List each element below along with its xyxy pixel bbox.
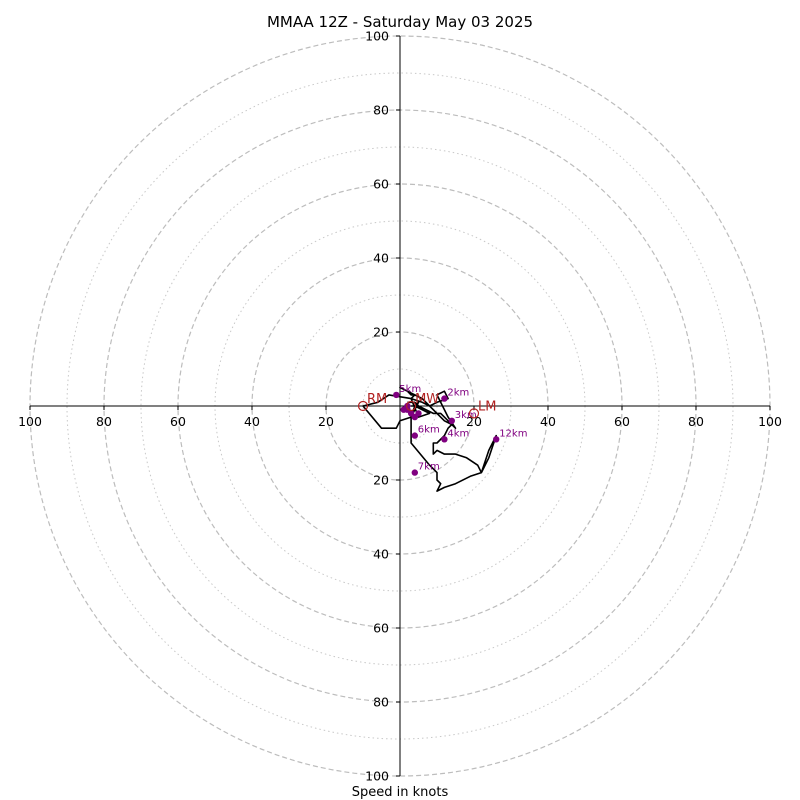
- storm-motion-marker: [468, 408, 480, 419]
- height-marker-label: 2km: [447, 388, 469, 399]
- y-tick-label: 60: [373, 177, 389, 192]
- y-tick-label: 60: [373, 621, 389, 636]
- y-tick-label: 40: [373, 547, 389, 562]
- height-marker: [448, 417, 455, 424]
- height-marker-label: 3km: [455, 410, 477, 421]
- y-tick-label: 100: [365, 29, 389, 44]
- storm-motion-label: LM: [478, 399, 496, 414]
- height-marker: [441, 395, 448, 402]
- x-tick-label: 60: [170, 414, 186, 429]
- height-marker: [411, 469, 418, 476]
- height-marker: [393, 391, 400, 399]
- y-tick-label: 20: [373, 325, 389, 340]
- axes: [30, 36, 770, 776]
- y-tick-label: 20: [373, 473, 389, 488]
- height-marker-label: 5km: [399, 384, 421, 395]
- x-tick-label: 40: [540, 414, 556, 429]
- height-marker-label: 7km: [418, 462, 440, 473]
- x-tick-label: 20: [318, 414, 334, 429]
- height-marker: [441, 436, 448, 443]
- y-tick-label: 40: [373, 251, 389, 266]
- storm-motion-label: RM: [367, 392, 387, 407]
- storm-motion-markers: RM MW LM: [357, 392, 496, 419]
- x-tick-label: 100: [758, 414, 782, 429]
- tick-labels: 100 80 60 40 20 20 40 60 80 100 100 80 60 40 20 20 40 60 8…: [18, 29, 782, 784]
- x-tick-label: 100: [18, 414, 42, 429]
- x-tick-label: 60: [614, 414, 630, 429]
- height-markers: 2km 3km 4km 5km 6km 7km 12km: [393, 384, 527, 476]
- height-marker: [493, 436, 500, 443]
- y-tick-label: 80: [373, 103, 389, 118]
- height-marker-label: 12km: [499, 428, 527, 439]
- x-tick-label: 80: [688, 414, 704, 429]
- height-marker-label: 4km: [447, 428, 469, 439]
- x-tick-label: 20: [466, 414, 482, 429]
- x-tick-label: 40: [244, 414, 260, 429]
- height-marker: [411, 432, 418, 439]
- storm-motion-marker: [406, 400, 417, 412]
- storm-motion-marker: [357, 400, 369, 412]
- y-tick-label: 100: [365, 769, 389, 784]
- height-marker: [415, 410, 422, 417]
- x-tick-label: 80: [96, 414, 112, 429]
- height-marker-label: 6km: [418, 425, 440, 436]
- x-axis-label: Speed in knots: [352, 785, 449, 800]
- storm-motion-label: MW: [415, 392, 439, 407]
- chart-title: MMAA 12Z - Saturday May 03 2025: [267, 13, 533, 31]
- y-tick-label: 80: [373, 695, 389, 710]
